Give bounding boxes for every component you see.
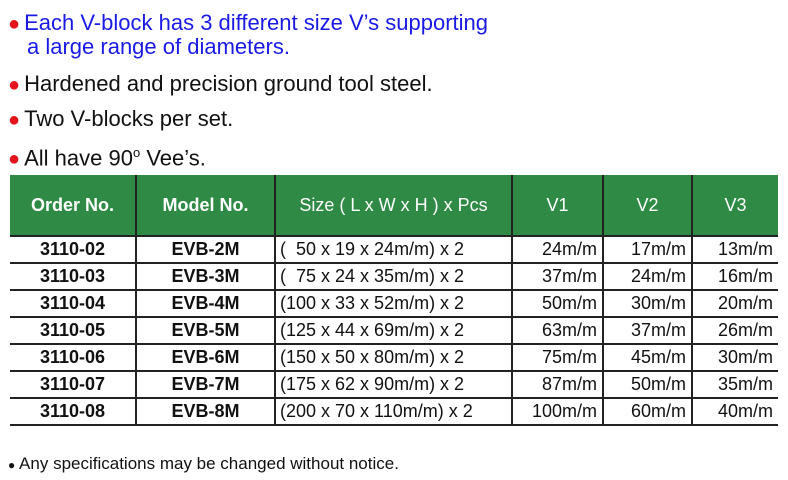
feature-1-line2: a large range of diameters. xyxy=(27,35,290,59)
cell-v3: 20m/m xyxy=(691,290,778,318)
spec-table: Order No. Model No. Size ( L x W x H ) x… xyxy=(10,175,778,426)
cell-v3: 35m/m xyxy=(691,371,778,399)
cell-order-no: 3110-02 xyxy=(10,235,136,264)
feature-text: All have 90 xyxy=(24,145,133,171)
cell-order-no: 3110-04 xyxy=(10,290,136,318)
feature-3: ● Two V-blocks per set. xyxy=(8,107,233,132)
cell-v2: 45m/m xyxy=(602,344,692,372)
cell-order-no: 3110-05 xyxy=(10,317,136,345)
cell-model-no: EVB-5M xyxy=(135,317,275,345)
header-order-no: Order No. xyxy=(10,175,136,236)
table-row: 3110-06 EVB-6M (150 x 50 x 80m/m) x 2 75m/m… xyxy=(10,344,778,372)
cell-v1: 50m/m xyxy=(511,290,603,318)
cell-model-no: EVB-7M xyxy=(135,371,275,399)
bullet-icon: ● xyxy=(8,458,16,472)
cell-v2: 60m/m xyxy=(602,398,692,426)
cell-order-no: 3110-03 xyxy=(10,263,136,291)
cell-size: (200 x 70 x 110m/m) x 2 xyxy=(274,398,512,426)
cell-v3: 30m/m xyxy=(691,344,778,372)
cell-size: ( 75 x 24 x 35m/m) x 2 xyxy=(274,263,512,291)
header-v2: V2 xyxy=(602,175,692,236)
feature-text: a large range of diameters. xyxy=(27,34,290,59)
cell-v1: 87m/m xyxy=(511,371,603,399)
header-size: Size ( L x W x H ) x Pcs xyxy=(274,175,512,236)
cell-v1: 63m/m xyxy=(511,317,603,345)
cell-order-no: 3110-06 xyxy=(10,344,136,372)
cell-size: ( 50 x 19 x 24m/m) x 2 xyxy=(274,235,512,264)
cell-v2: 50m/m xyxy=(602,371,692,399)
feature-1: ● Each V-block has 3 different size V’s s… xyxy=(8,11,488,36)
cell-v1: 75m/m xyxy=(511,344,603,372)
cell-v2: 24m/m xyxy=(602,263,692,291)
cell-size: (100 x 33 x 52m/m) x 2 xyxy=(274,290,512,318)
cell-model-no: EVB-3M xyxy=(135,263,275,291)
cell-order-no: 3110-08 xyxy=(10,398,136,426)
cell-v3: 13m/m xyxy=(691,235,778,264)
bullet-icon: ● xyxy=(8,109,21,131)
table-row: 3110-08 EVB-8M (200 x 70 x 110m/m) x 2 100m… xyxy=(10,398,778,426)
table-row: 3110-05 EVB-5M (125 x 44 x 69m/m) x 2 63m/m… xyxy=(10,317,778,345)
feature-2: ● Hardened and precision ground tool stee… xyxy=(8,72,433,97)
cell-model-no: EVB-4M xyxy=(135,290,275,318)
bullet-icon: ● xyxy=(8,13,21,35)
header-v1: V1 xyxy=(511,175,603,236)
table-row: 3110-07 EVB-7M (175 x 62 x 90m/m) x 2 87m/m… xyxy=(10,371,778,399)
feature-text: Two V-blocks per set. xyxy=(24,106,234,131)
cell-model-no: EVB-6M xyxy=(135,344,275,372)
cell-model-no: EVB-2M xyxy=(135,235,275,264)
cell-v2: 17m/m xyxy=(602,235,692,264)
cell-v1: 24m/m xyxy=(511,235,603,264)
cell-order-no: 3110-07 xyxy=(10,371,136,399)
cell-v2: 37m/m xyxy=(602,317,692,345)
footnote-text: Any specifications may be changed withou… xyxy=(19,454,399,473)
footnote: ● Any specifications may be changed with… xyxy=(8,454,399,474)
cell-size: (175 x 62 x 90m/m) x 2 xyxy=(274,371,512,399)
feature-text: Hardened and precision ground tool steel… xyxy=(24,71,433,96)
cell-model-no: EVB-8M xyxy=(135,398,275,426)
bullet-icon: ● xyxy=(8,74,21,96)
feature-text: Vee’s. xyxy=(146,145,206,171)
cell-v3: 40m/m xyxy=(691,398,778,426)
feature-4: ● All have 90o Vee’s. xyxy=(8,141,206,171)
cell-v3: 26m/m xyxy=(691,317,778,345)
cell-size: (150 x 50 x 80m/m) x 2 xyxy=(274,344,512,372)
cell-v1: 37m/m xyxy=(511,263,603,291)
table-header-row: Order No. Model No. Size ( L x W x H ) x… xyxy=(10,175,778,236)
cell-size: (125 x 44 x 69m/m) x 2 xyxy=(274,317,512,345)
table-row: 3110-03 EVB-3M( 75 x 24 x 35m/m) x 2 37m/m… xyxy=(10,263,778,291)
header-model-no: Model No. xyxy=(135,175,275,236)
feature-text: Each V-block has 3 different size V’s su… xyxy=(24,10,488,35)
degree-sign: o xyxy=(132,145,141,160)
table-row: 3110-04 EVB-4M (100 x 33 x 52m/m) x 2 50m/m… xyxy=(10,290,778,318)
cell-v3: 16m/m xyxy=(691,263,778,291)
cell-v1: 100m/m xyxy=(511,398,603,426)
header-v3: V3 xyxy=(691,175,778,236)
table-row: 3110-02 EVB-2M( 50 x 19 x 24m/m) x 2 24m/m… xyxy=(10,235,778,264)
bullet-icon: ● xyxy=(8,148,21,171)
cell-v2: 30m/m xyxy=(602,290,692,318)
